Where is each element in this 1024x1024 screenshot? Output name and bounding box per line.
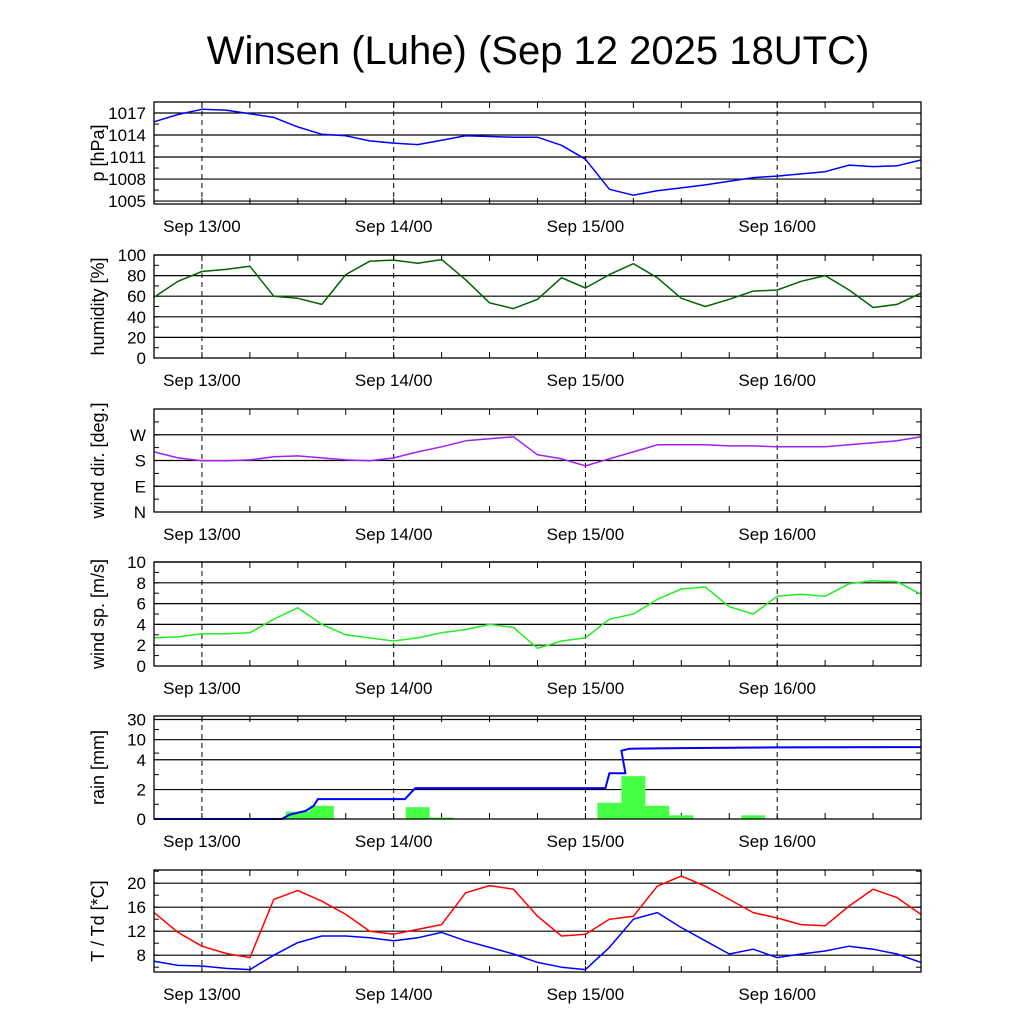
x-tick-label: Sep 14/00	[355, 679, 433, 698]
x-tick-label: Sep 13/00	[163, 525, 241, 544]
y-tick-label: 1014	[108, 126, 146, 145]
y-tick-label: 10	[127, 731, 146, 750]
plot-frame	[153, 101, 922, 205]
y-tick-label: 30	[127, 711, 146, 730]
y-tick-label: 12	[127, 922, 146, 941]
panel-wind-speed: 0 2 46 8 10 Sep 13/00 Sep 14/00 Sep 15/00 Sep 16…	[88, 553, 922, 698]
series-line-td	[153, 911, 922, 971]
y-tick-label: 1005	[108, 192, 146, 211]
y-tick-label: 8	[137, 574, 146, 593]
x-tick-label: Sep 14/00	[355, 217, 433, 236]
y-axis-label: wind dir. [deg.]	[88, 402, 108, 519]
series-line-pressure	[153, 108, 922, 196]
x-tick-label: Sep 15/00	[547, 371, 625, 390]
plot-frame	[153, 869, 922, 973]
rain-bar	[669, 815, 694, 819]
x-tick-label: Sep 13/00	[163, 679, 241, 698]
y-tick-label: 20	[127, 328, 146, 347]
rain-bar	[597, 802, 622, 819]
y-tick-label: 20	[127, 874, 146, 893]
x-tick-label: Sep 15/00	[547, 985, 625, 1004]
y-tick-label: 0	[137, 657, 146, 676]
rain-bar	[285, 811, 310, 819]
x-tick-label: Sep 14/00	[355, 832, 433, 851]
x-tick-label: Sep 14/00	[355, 371, 433, 390]
y-tick-label: 100	[118, 246, 146, 265]
x-tick-label: Sep 14/00	[355, 525, 433, 544]
y-tick-label: 10	[127, 553, 146, 572]
y-tick-label: 40	[127, 308, 146, 327]
y-tick-label: 8	[137, 946, 146, 965]
y-axis-label: p [hPa]	[88, 124, 108, 181]
plot-frame	[153, 561, 922, 667]
x-tick-label: Sep 14/00	[355, 985, 433, 1004]
series-line-wind-speed	[153, 579, 922, 650]
y-tick-label: 1011	[109, 148, 146, 167]
y-axis-label: T / Td [*C]	[88, 880, 108, 961]
x-tick-label: Sep 15/00	[547, 832, 625, 851]
y-tick-label: 4	[137, 615, 146, 634]
y-tick-label: E	[135, 477, 146, 496]
y-tick-label: 2	[137, 636, 146, 655]
x-tick-label: Sep 15/00	[547, 679, 625, 698]
x-tick-label: Sep 16/00	[738, 371, 816, 390]
y-tick-label: 1008	[108, 170, 146, 189]
x-tick-label: Sep 15/00	[547, 525, 625, 544]
plot-frame	[153, 254, 922, 359]
y-axis-label: rain [mm]	[88, 730, 108, 805]
x-tick-label: Sep 16/00	[738, 985, 816, 1004]
rain-bar	[309, 805, 334, 819]
plot-frame	[153, 715, 922, 820]
rain-bar	[405, 807, 430, 819]
chart-title: Winsen (Luhe) (Sep 12 2025 18UTC)	[207, 29, 870, 73]
x-tick-label: Sep 13/00	[163, 371, 241, 390]
x-tick-label: Sep 16/00	[738, 525, 816, 544]
series-line-t	[153, 875, 922, 959]
rain-bar	[645, 805, 670, 819]
y-tick-label: 80	[127, 267, 146, 286]
y-tick-label: 2	[137, 781, 146, 800]
y-tick-label: W	[130, 426, 146, 445]
series-line-humidity	[153, 258, 922, 310]
y-tick-label: 0	[137, 349, 146, 368]
y-tick-label: 60	[127, 287, 146, 306]
y-tick-label: 1017	[108, 104, 146, 123]
y-axis-label: wind sp. [m/s]	[88, 559, 108, 670]
y-tick-label: 16	[127, 898, 146, 917]
rain-bar	[621, 776, 646, 819]
x-tick-label: Sep 16/00	[738, 217, 816, 236]
y-tick-label: 0	[137, 810, 146, 829]
y-tick-label: 4	[137, 751, 146, 770]
rain-bar	[741, 815, 766, 819]
x-tick-label: Sep 15/00	[547, 217, 625, 236]
accumulated-rain-line	[154, 746, 922, 820]
y-axis-label: humidity [%]	[88, 257, 108, 355]
panel-pressure: 1005 1008 1011 1014 1017 Sep 13/00 Sep 14/00 Se…	[88, 101, 922, 236]
plot-frame	[153, 408, 922, 513]
y-tick-label: 6	[137, 595, 146, 614]
y-tick-label: N	[134, 503, 146, 522]
x-tick-label: Sep 13/00	[163, 985, 241, 1004]
rain-bar	[429, 817, 454, 819]
x-tick-label: Sep 13/00	[163, 832, 241, 851]
x-tick-label: Sep 16/00	[738, 832, 816, 851]
x-tick-label: Sep 16/00	[738, 679, 816, 698]
panel-temperature: 8 12 16 20 Sep 13/00 Sep 14/00 Sep 15/00 Sep 16…	[88, 869, 922, 1004]
series-line-wind-direction	[153, 436, 922, 467]
y-tick-label: S	[135, 452, 146, 471]
x-tick-label: Sep 13/00	[163, 217, 241, 236]
